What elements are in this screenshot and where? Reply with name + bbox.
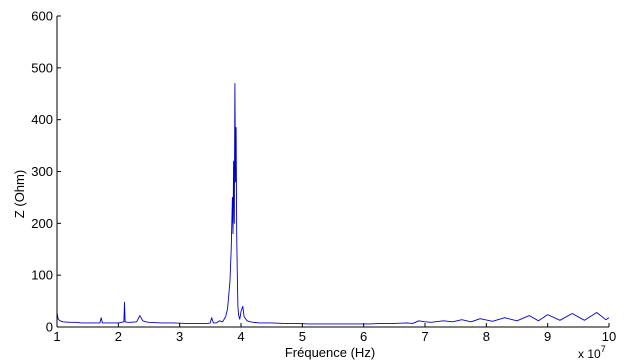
plot-background [57,16,609,327]
x-multiplier-label: x 107 [578,344,606,361]
x-tick-label: 4 [237,329,244,344]
y-tick-label: 400 [31,112,53,127]
x-tick-label: 1 [53,329,60,344]
x-tick-label: 8 [483,329,490,344]
x-tick-label: 9 [544,329,551,344]
x-tick-label: 3 [176,329,183,344]
y-tick-label: 0 [46,320,53,335]
x-multiplier-base: x 10 [578,347,601,361]
x-multiplier-exponent: 7 [601,344,606,354]
x-tick-label: 2 [115,329,122,344]
x-tick-label: 5 [299,329,306,344]
y-tick-label: 100 [31,268,53,283]
x-tick-label: 10 [602,329,616,344]
x-tick-label: 6 [360,329,367,344]
y-tick-label: 300 [31,164,53,179]
series-layer [56,82,610,325]
series-line-0 [56,82,610,325]
y-tick-label: 200 [31,216,53,231]
y-axis-title: Z (Ohm) [12,170,27,218]
x-axis-title: Fréquence (Hz) [285,345,375,360]
plot-area [57,16,609,327]
x-tick-label: 7 [421,329,428,344]
y-tick-label: 600 [31,9,53,24]
label-layer: Fréquence (Hz) Z (Ohm) x 107 [12,170,606,361]
y-tick-label: 500 [31,60,53,75]
